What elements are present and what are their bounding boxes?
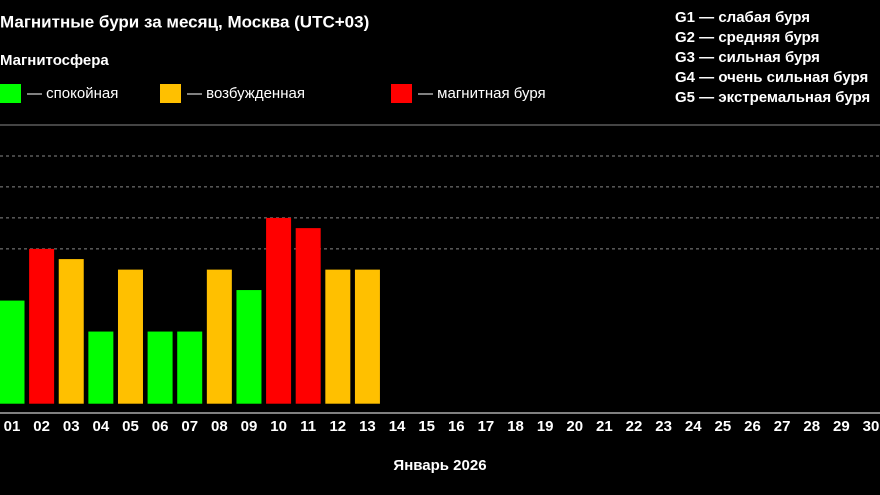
x-tick-label: 29 bbox=[833, 418, 850, 435]
annotation: G1 — слабая буря bbox=[675, 9, 810, 26]
x-tick-label: 19 bbox=[537, 418, 554, 435]
x-tick-label: 18 bbox=[507, 418, 524, 435]
bar bbox=[0, 300, 25, 404]
bar bbox=[295, 228, 321, 404]
x-tick-label: 23 bbox=[655, 418, 672, 435]
x-tick-label: 10 bbox=[270, 418, 287, 435]
x-tick-label: 07 bbox=[181, 418, 198, 435]
annotation: G3 — сильная буря bbox=[675, 49, 820, 66]
legend-swatch bbox=[391, 84, 412, 103]
x-tick-label: 11 bbox=[300, 418, 316, 435]
bar bbox=[177, 331, 203, 404]
legend-title: Магнитосфера bbox=[0, 52, 109, 69]
legend-swatch bbox=[160, 84, 181, 103]
x-tick-label: 15 bbox=[418, 418, 435, 435]
x-tick-label: 28 bbox=[803, 418, 820, 435]
annotation: G4 — очень сильная буря bbox=[675, 69, 868, 86]
x-tick-label: 08 bbox=[211, 418, 228, 435]
x-tick-label: 05 bbox=[122, 418, 139, 435]
x-tick-label: 12 bbox=[329, 418, 346, 435]
x-tick-label: 13 bbox=[359, 418, 376, 435]
x-tick-label: 21 bbox=[596, 418, 613, 435]
annotation: G2 — средняя буря bbox=[675, 29, 819, 46]
bar bbox=[29, 248, 55, 404]
x-tick-label: 24 bbox=[685, 418, 702, 435]
bar bbox=[117, 269, 143, 404]
bar bbox=[147, 331, 173, 404]
x-tick-label: 26 bbox=[744, 418, 761, 435]
x-tick-label: 30 bbox=[863, 418, 880, 435]
x-tick-label: 01 bbox=[4, 418, 21, 435]
x-tick-label: 17 bbox=[478, 418, 495, 435]
bar bbox=[266, 217, 292, 404]
x-tick-label: 06 bbox=[152, 418, 169, 435]
bar bbox=[236, 290, 262, 404]
chart-title: Магнитные бури за месяц, Москва (UTC+03) bbox=[0, 12, 369, 31]
x-tick-label: 09 bbox=[241, 418, 258, 435]
x-tick-label: 27 bbox=[774, 418, 791, 435]
bar bbox=[354, 269, 380, 404]
bar bbox=[58, 259, 84, 404]
x-tick-label: 22 bbox=[626, 418, 643, 435]
legend-label: — возбужденная bbox=[187, 85, 305, 102]
bar bbox=[206, 269, 232, 404]
x-tick-label: 02 bbox=[33, 418, 50, 435]
x-tick-label: 25 bbox=[715, 418, 732, 435]
x-tick-label: 03 bbox=[63, 418, 80, 435]
annotation: G5 — экстремальная буря bbox=[675, 89, 870, 106]
bar bbox=[325, 269, 351, 404]
x-tick-label: 16 bbox=[448, 418, 465, 435]
x-tick-label: 14 bbox=[389, 418, 406, 435]
x-tick-label: 04 bbox=[93, 418, 110, 435]
x-tick-label: 20 bbox=[566, 418, 583, 435]
legend-label: — магнитная буря bbox=[418, 85, 546, 102]
bar bbox=[88, 331, 114, 404]
legend-label: — спокойная bbox=[27, 85, 118, 102]
legend-swatch bbox=[0, 84, 21, 103]
x-axis-label: Январь 2026 bbox=[393, 457, 486, 474]
